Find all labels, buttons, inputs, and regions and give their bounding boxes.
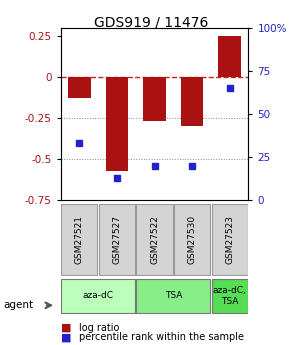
Text: ■: ■	[61, 323, 71, 333]
Text: GDS919 / 11476: GDS919 / 11476	[94, 16, 209, 30]
Bar	[174, 204, 210, 275]
Text: GSM27522: GSM27522	[150, 215, 159, 264]
Text: GSM27523: GSM27523	[225, 215, 234, 264]
Bar	[136, 204, 173, 275]
Text: aza-dC,
TSA: aza-dC, TSA	[213, 286, 247, 306]
Text: agent: agent	[3, 300, 33, 310]
Text: percentile rank within the sample: percentile rank within the sample	[79, 333, 244, 342]
Text: TSA: TSA	[165, 291, 182, 300]
Bar	[68, 77, 91, 98]
Text: GSM27521: GSM27521	[75, 215, 84, 264]
Bar	[143, 77, 166, 121]
Text: aza-dC: aza-dC	[83, 291, 114, 300]
Bar	[218, 36, 241, 77]
Bar	[61, 204, 98, 275]
Bar	[99, 204, 135, 275]
Bar	[181, 77, 203, 126]
Bar	[211, 204, 248, 275]
Text: GSM27527: GSM27527	[112, 215, 122, 264]
Bar	[136, 279, 210, 313]
Text: log ratio: log ratio	[79, 323, 119, 333]
Bar	[106, 77, 128, 170]
Text: GSM27530: GSM27530	[188, 215, 197, 264]
Bar	[61, 279, 135, 313]
Text: ■: ■	[61, 333, 71, 342]
Bar	[211, 279, 248, 313]
